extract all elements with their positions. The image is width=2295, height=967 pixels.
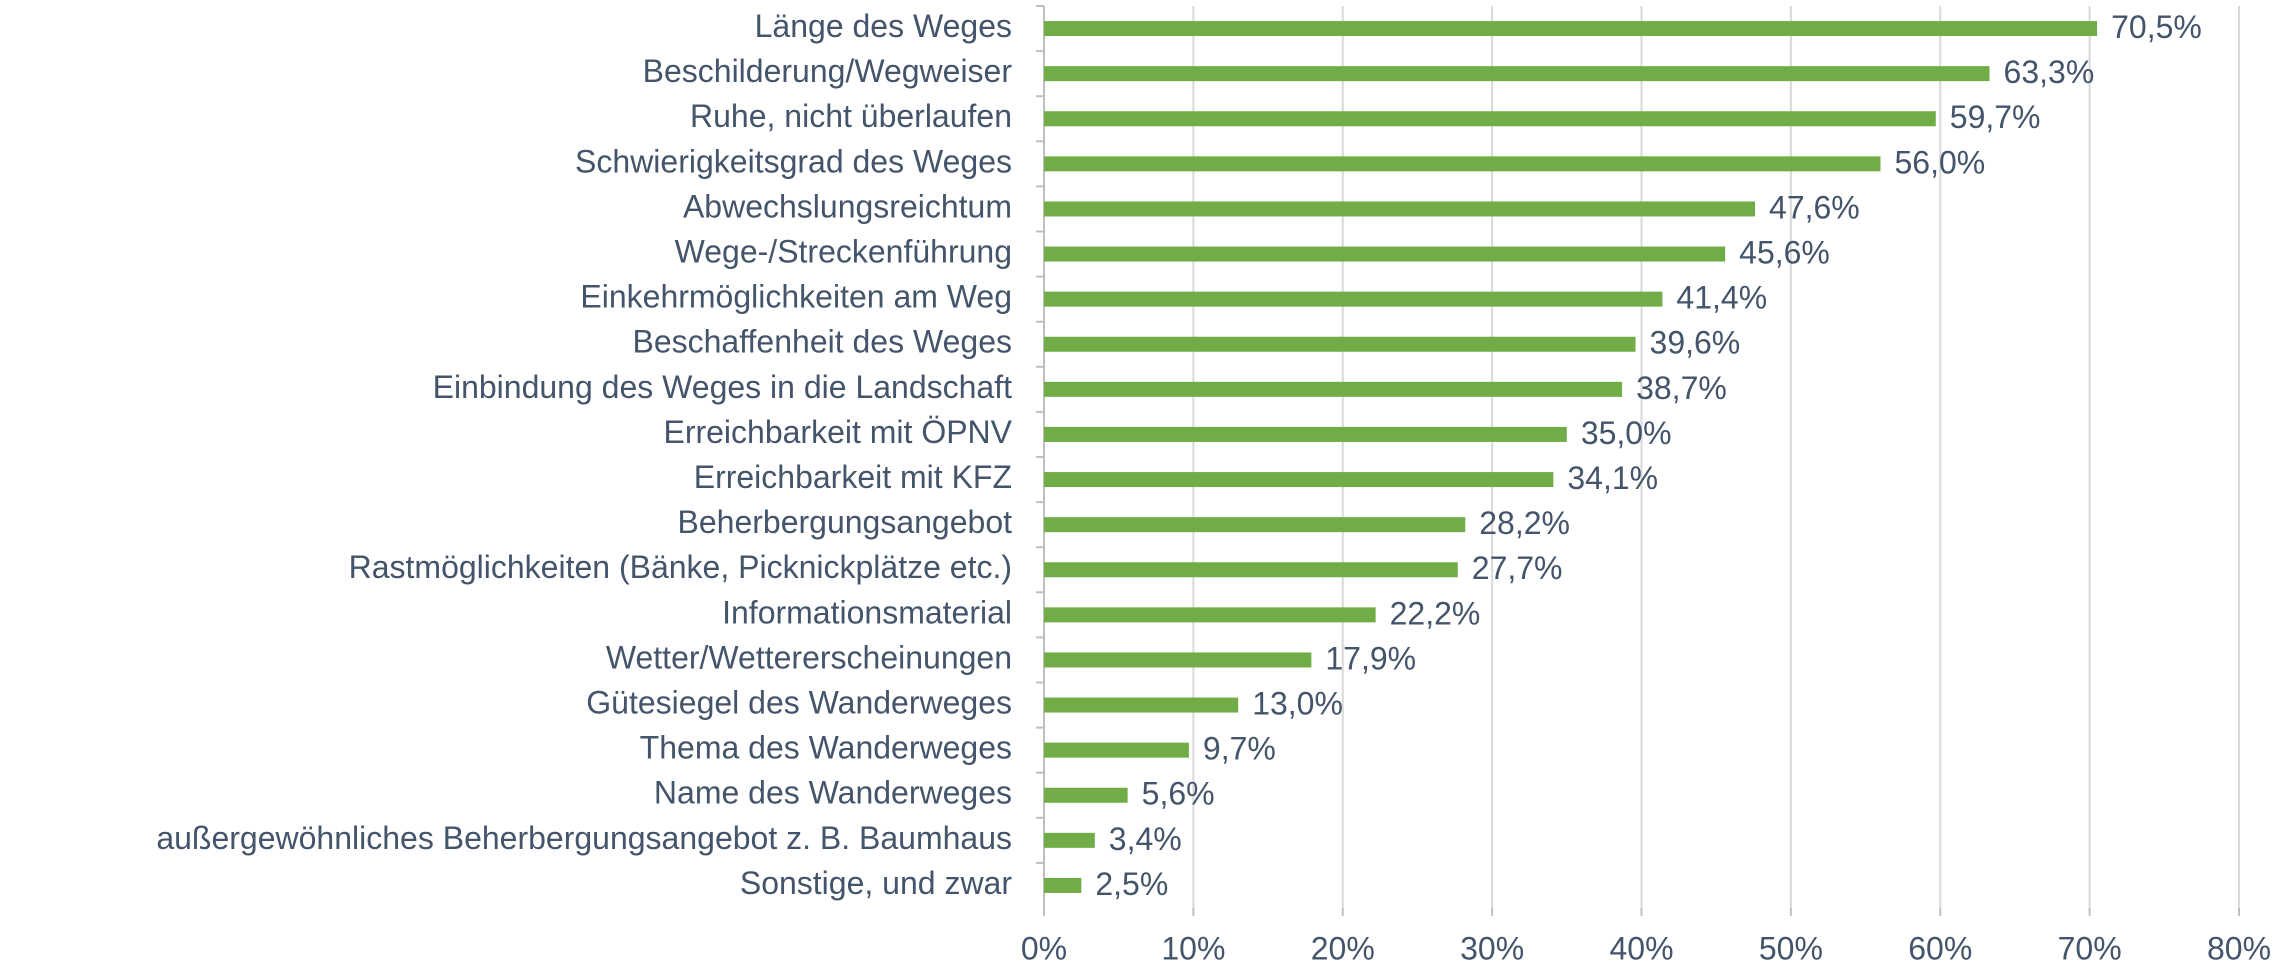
value-label: 27,7%: [1472, 550, 1563, 586]
value-label: 70,5%: [2111, 9, 2202, 45]
category-label: außergewöhnliches Beherbergungsangebot z…: [156, 820, 1012, 856]
category-label: Einbindung des Weges in die Landschaft: [433, 369, 1012, 405]
bar: [1044, 201, 1756, 217]
category-label: Erreichbarkeit mit ÖPNV: [663, 414, 1012, 450]
x-tick-label: 60%: [1908, 930, 1972, 966]
bar: [1044, 336, 1636, 352]
value-label: 2,5%: [1095, 866, 1168, 902]
value-label: 22,2%: [1390, 595, 1481, 631]
x-tick-label: 30%: [1460, 930, 1524, 966]
x-tick-label: 0%: [1021, 930, 1067, 966]
bar: [1044, 877, 1082, 893]
category-label: Ruhe, nicht überlaufen: [690, 98, 1012, 134]
x-tick-label: 80%: [2207, 930, 2271, 966]
bar: [1044, 426, 1567, 442]
value-label: 63,3%: [2004, 54, 2095, 90]
x-tick-label: 40%: [1609, 930, 1673, 966]
value-label: 39,6%: [1650, 325, 1741, 361]
category-label: Gütesiegel des Wanderweges: [586, 685, 1012, 721]
category-label: Informationsmaterial: [722, 594, 1012, 630]
value-label: 17,9%: [1325, 640, 1416, 676]
x-tick-label: 20%: [1311, 930, 1375, 966]
category-label: Erreichbarkeit mit KFZ: [694, 459, 1012, 495]
value-label: 34,1%: [1567, 460, 1658, 496]
bar: [1044, 697, 1239, 713]
bar: [1044, 156, 1881, 172]
category-label: Thema des Wanderweges: [640, 730, 1012, 766]
value-label: 35,0%: [1581, 415, 1672, 451]
bar: [1044, 66, 1990, 82]
category-label: Schwierigkeitsgrad des Weges: [575, 143, 1012, 179]
bar: [1044, 517, 1466, 533]
category-label: Abwechslungsreichtum: [683, 188, 1012, 224]
category-label: Länge des Weges: [755, 8, 1012, 44]
bar: [1044, 742, 1189, 758]
value-label: 41,4%: [1676, 280, 1767, 316]
value-label: 59,7%: [1950, 99, 2041, 135]
x-tick-label: 70%: [2058, 930, 2122, 966]
value-label: 13,0%: [1252, 686, 1343, 722]
value-label: 56,0%: [1895, 144, 1986, 180]
bar: [1044, 21, 2098, 37]
category-label: Sonstige, und zwar: [740, 865, 1013, 901]
bar: [1044, 832, 1095, 848]
category-label: Beschilderung/Wegweiser: [643, 53, 1013, 89]
bar: [1044, 246, 1726, 262]
category-label: Beschaffenheit des Weges: [632, 324, 1012, 360]
bar: [1044, 472, 1554, 488]
bar: [1044, 562, 1458, 578]
category-label: Rastmöglichkeiten (Bänke, Picknickplätze…: [349, 549, 1012, 585]
category-label: Wetter/Wettererscheinungen: [606, 639, 1012, 675]
value-label: 28,2%: [1479, 505, 1570, 541]
value-label: 38,7%: [1636, 370, 1727, 406]
bar: [1044, 111, 1936, 127]
bar: [1044, 291, 1663, 307]
value-label: 3,4%: [1109, 821, 1182, 857]
category-label: Wege-/Streckenführung: [675, 234, 1012, 270]
x-tick-label: 50%: [1759, 930, 1823, 966]
bar: [1044, 652, 1312, 668]
bar: [1044, 787, 1128, 803]
value-label: 45,6%: [1739, 235, 1830, 271]
value-label: 5,6%: [1142, 776, 1215, 812]
bar: [1044, 607, 1376, 623]
value-label: 47,6%: [1769, 189, 1860, 225]
category-label: Beherbergungsangebot: [678, 504, 1013, 540]
category-label: Einkehrmöglichkeiten am Weg: [580, 279, 1012, 315]
category-label: Name des Wanderweges: [654, 775, 1012, 811]
x-tick-label: 10%: [1161, 930, 1225, 966]
bar: [1044, 381, 1623, 397]
value-label: 9,7%: [1203, 731, 1276, 767]
